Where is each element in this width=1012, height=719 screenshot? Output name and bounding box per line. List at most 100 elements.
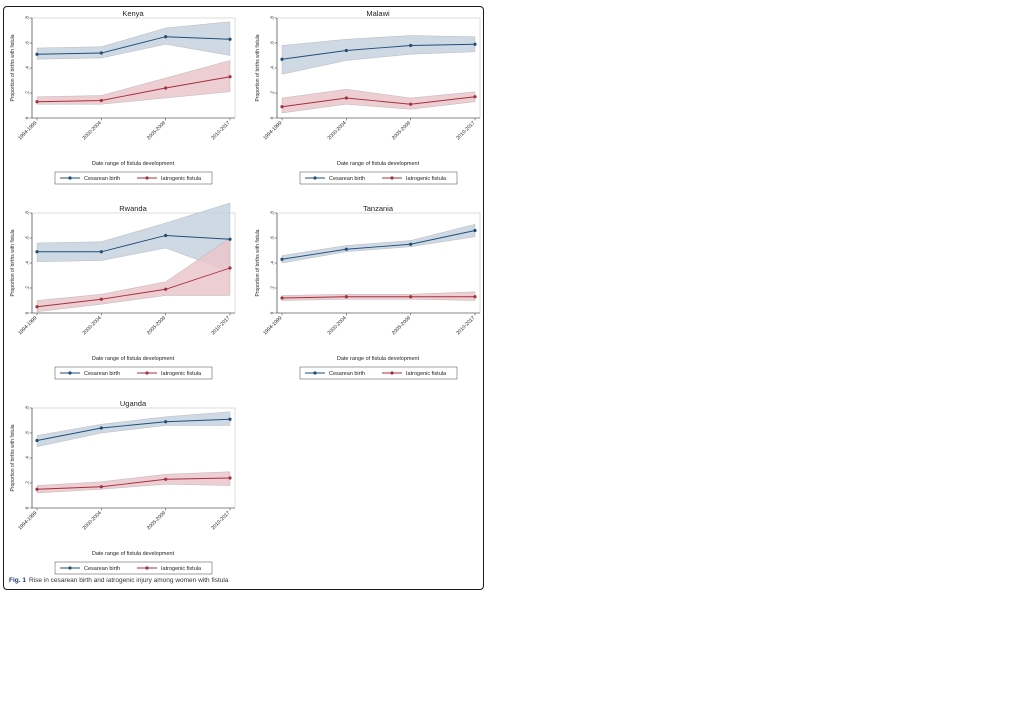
data-point-iatrogenic [344, 96, 348, 100]
panel-title: Tanzania [363, 204, 394, 213]
x-axis-label: Date range of fistula development [337, 161, 420, 167]
data-point-iatrogenic [473, 95, 477, 99]
legend-marker-cesarean [68, 566, 72, 570]
legend-marker-iatrogenic [145, 176, 149, 180]
ci-band-iatrogenic [36, 237, 231, 312]
x-axis-label: Date range of fistula development [337, 356, 420, 362]
x-tick-label: 1994-1999 [17, 510, 38, 531]
y-tick-label: .4 [25, 456, 30, 460]
data-point-cesarean [164, 233, 168, 238]
data-point-cesarean [473, 42, 477, 46]
data-point-cesarean [99, 51, 103, 55]
series-line-cesarean [36, 418, 231, 441]
panel-malawi: 0 .2 .4 .6 .8 1994-1999 2000-2004 2005-2009 2010… [255, 9, 481, 185]
panel-title: Kenya [122, 9, 144, 18]
data-point-iatrogenic [35, 487, 39, 491]
legend-box [299, 366, 458, 380]
panel-title: Malawi [366, 9, 390, 18]
x-tick-label: 2010-2017 [455, 120, 476, 141]
y-tick-label: .4 [270, 261, 275, 265]
panel-kenya: 0 .2 .4 .6 .8 1994-1999 2000-2004 2005-2009 2010… [10, 9, 236, 185]
legend-label-iatrogenic: Iatrogenic fistula [161, 371, 202, 377]
data-point-cesarean [99, 250, 103, 254]
ci-band-cesarean [281, 224, 476, 264]
ci-band-iatrogenic [36, 60, 231, 105]
y-axis-label: Proportion of births with fistula [255, 229, 261, 296]
legend-box [54, 561, 213, 575]
x-tick-label: 1994-1999 [17, 315, 38, 336]
data-point-cesarean [164, 35, 168, 39]
series-line-cesarean [281, 43, 476, 60]
x-tick-label: 2010-2017 [210, 510, 231, 531]
x-tick-label: 2005-2009 [146, 120, 167, 141]
x-tick-label: 2005-2009 [146, 315, 167, 336]
data-point-iatrogenic [280, 105, 284, 109]
y-tick-label: .8 [270, 211, 275, 215]
x-axis-label: Date range of fistula development [92, 356, 175, 362]
y-tick-label: .6 [270, 236, 275, 240]
y-tick-label: .8 [25, 406, 30, 410]
x-tick-label: 2010-2017 [210, 315, 231, 336]
legend-marker-iatrogenic [145, 566, 149, 570]
data-point-cesarean [409, 43, 413, 48]
panel-rwanda: 0 .2 .4 .6 .8 1994-1999 2000-2004 2005-2009 2010… [10, 202, 236, 380]
x-tick-label: 1994-1999 [262, 120, 283, 141]
series-line-cesarean [281, 230, 476, 260]
y-tick-label: 0 [25, 311, 30, 314]
legend: Cesarean birth Iatrogenic fistula [299, 171, 458, 185]
y-tick-label: 0 [25, 116, 30, 119]
y-tick-label: .8 [270, 16, 275, 20]
legend-label-cesarean: Cesarean birth [84, 176, 120, 182]
y-tick-label: .6 [25, 431, 30, 435]
y-tick-label: 0 [270, 311, 275, 314]
data-point-cesarean [35, 250, 39, 254]
data-point-cesarean [280, 257, 284, 261]
data-point-iatrogenic [228, 75, 232, 79]
y-tick-label: .2 [25, 481, 30, 485]
data-point-iatrogenic [35, 100, 39, 104]
x-tick-label: 2005-2009 [391, 315, 412, 336]
legend: Cesarean birth Iatrogenic fistula [54, 171, 213, 185]
legend-marker-iatrogenic [390, 176, 394, 180]
figure-caption: Fig. 1 Rise in cesarean birth and iatroge… [9, 577, 228, 584]
y-axis-label: Proportion of births with fistula [10, 229, 16, 296]
series-line-cesarean [36, 36, 231, 55]
data-point-iatrogenic [344, 295, 348, 299]
x-tick-label: 2010-2017 [455, 315, 476, 336]
legend-label-cesarean: Cesarean birth [329, 371, 365, 377]
series-line-iatrogenic [36, 76, 231, 103]
data-point-cesarean [228, 417, 232, 421]
legend: Cesarean birth Iatrogenic fistula [54, 561, 213, 575]
legend-marker-cesarean [68, 176, 72, 180]
y-tick-label: .6 [25, 236, 30, 240]
panel-tanzania: 0 .2 .4 .6 .8 1994-1999 2000-2004 2005-2009 2010… [255, 204, 481, 380]
y-tick-label: .2 [270, 286, 275, 290]
figure-caption-label: Fig. 1 [9, 577, 26, 584]
x-tick-label: 1994-1999 [262, 315, 283, 336]
legend-box [299, 171, 458, 185]
data-point-iatrogenic [228, 266, 232, 270]
y-tick-label: .6 [25, 41, 30, 45]
legend-label-cesarean: Cesarean birth [84, 566, 120, 572]
data-point-cesarean [344, 48, 348, 53]
legend-marker-iatrogenic [145, 371, 149, 375]
y-tick-label: .6 [270, 41, 275, 45]
legend-label-iatrogenic: Iatrogenic fistula [406, 176, 447, 182]
legend: Cesarean birth Iatrogenic fistula [54, 366, 213, 380]
data-point-iatrogenic [280, 296, 284, 300]
y-tick-label: .8 [25, 16, 30, 20]
data-point-cesarean [228, 237, 232, 241]
series-line-cesarean [37, 235, 231, 253]
legend-marker-cesarean [313, 371, 317, 375]
data-point-cesarean [35, 52, 39, 56]
data-point-iatrogenic [164, 86, 168, 90]
y-tick-label: .8 [25, 211, 30, 215]
y-tick-label: .4 [270, 66, 275, 70]
data-point-cesarean [35, 438, 39, 443]
data-point-cesarean [344, 247, 348, 251]
x-tick-label: 2005-2009 [146, 510, 167, 531]
data-point-iatrogenic [409, 295, 413, 299]
ci-band-cesarean [36, 21, 231, 60]
y-tick-label: .2 [25, 286, 30, 290]
